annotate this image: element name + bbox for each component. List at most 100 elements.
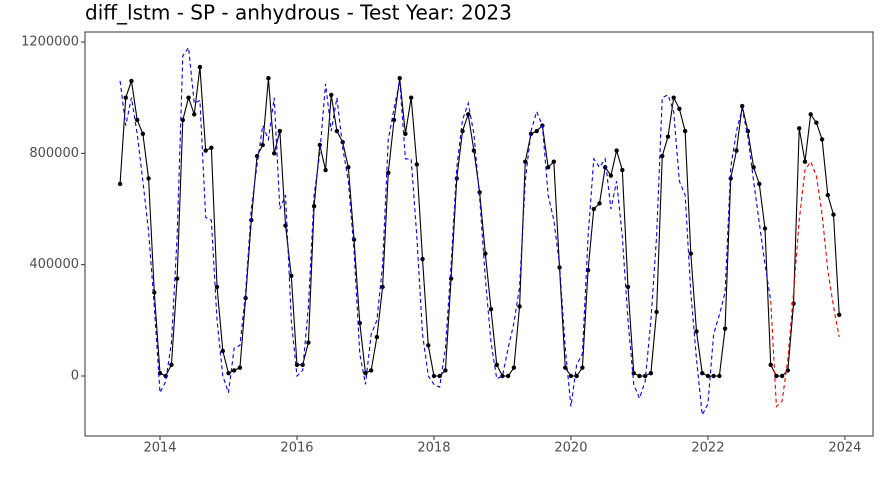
data-point	[408, 95, 414, 100]
data-point	[608, 173, 614, 178]
data-point	[717, 373, 722, 379]
data-point	[517, 304, 522, 309]
data-point	[317, 142, 322, 148]
chart-title: diff_lstm - SP - anhydrous - Test Year: …	[85, 1, 512, 25]
data-point	[534, 128, 539, 134]
data-point	[551, 159, 557, 164]
data-point	[129, 78, 134, 84]
data-point	[785, 368, 791, 373]
data-point	[700, 371, 705, 376]
data-point	[414, 162, 420, 167]
data-point	[563, 365, 568, 370]
data-point	[688, 251, 694, 256]
data-point	[625, 284, 631, 290]
data-point	[123, 95, 128, 100]
data-point	[380, 284, 385, 290]
x-tick-label: 2014	[143, 441, 176, 456]
data-point	[431, 373, 437, 379]
data-point	[437, 373, 442, 379]
data-point	[483, 251, 488, 256]
data-point	[220, 348, 226, 354]
data-point	[169, 362, 174, 368]
data-point	[391, 117, 397, 123]
data-point	[808, 112, 813, 117]
data-point	[671, 95, 676, 100]
data-point	[642, 373, 648, 379]
data-point	[277, 128, 283, 134]
data-point	[648, 371, 654, 376]
data-point	[334, 128, 340, 134]
data-point	[289, 273, 294, 279]
x-tick-label: 2022	[691, 441, 724, 456]
data-point	[374, 334, 380, 340]
data-point	[266, 76, 271, 81]
data-point	[249, 217, 254, 223]
data-point	[403, 131, 408, 137]
y-tick-label: 0	[71, 368, 79, 383]
data-point	[751, 165, 756, 170]
data-point	[739, 103, 745, 109]
data-point	[163, 373, 168, 379]
data-point	[825, 192, 830, 198]
data-point	[329, 92, 334, 98]
series-line	[119, 46, 772, 417]
data-point	[500, 373, 505, 379]
data-point	[797, 126, 802, 131]
data-point	[237, 365, 243, 370]
data-point	[631, 371, 636, 376]
data-point	[762, 226, 768, 231]
series-line	[770, 160, 840, 408]
data-point	[545, 165, 551, 170]
data-point	[814, 120, 819, 125]
data-point	[654, 309, 659, 315]
data-point	[209, 145, 214, 150]
data-point	[146, 176, 151, 181]
data-point	[505, 373, 511, 379]
data-point	[231, 368, 237, 373]
data-point	[466, 112, 471, 117]
data-point	[682, 128, 688, 134]
data-point	[660, 153, 665, 159]
data-point	[511, 365, 517, 370]
data-point	[494, 362, 499, 368]
x-tick-label: 2024	[828, 441, 861, 456]
data-point	[779, 373, 785, 379]
data-point	[203, 148, 208, 153]
data-point	[443, 368, 448, 373]
data-point	[722, 326, 728, 331]
series-line	[119, 67, 840, 377]
data-point	[528, 131, 534, 137]
data-point	[180, 117, 186, 123]
y-tick-label: 1200000	[21, 35, 79, 50]
data-point	[140, 131, 146, 137]
data-point	[831, 212, 836, 217]
data-point	[214, 284, 220, 290]
data-point	[420, 256, 425, 262]
data-point	[197, 64, 203, 70]
data-point	[597, 201, 602, 206]
data-point	[768, 362, 773, 368]
panel-border	[84, 31, 874, 437]
data-point	[620, 167, 625, 173]
data-point	[454, 176, 459, 181]
data-point	[134, 117, 140, 123]
data-point	[260, 142, 265, 148]
data-point	[677, 106, 682, 112]
data-point	[174, 276, 180, 281]
y-tick-label: 800000	[29, 146, 79, 161]
data-point	[580, 365, 585, 370]
data-point	[819, 137, 825, 142]
data-point	[192, 112, 197, 117]
data-point	[665, 134, 671, 139]
data-point	[734, 148, 739, 153]
data-point	[591, 206, 596, 212]
x-tick-label: 2016	[280, 441, 313, 456]
data-point	[568, 373, 574, 379]
data-point	[346, 165, 351, 170]
data-point	[323, 167, 328, 173]
data-point	[186, 95, 191, 100]
data-point	[426, 343, 431, 348]
y-tick-label: 400000	[29, 257, 79, 272]
